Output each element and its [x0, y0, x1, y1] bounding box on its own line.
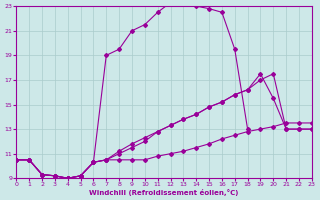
X-axis label: Windchill (Refroidissement éolien,°C): Windchill (Refroidissement éolien,°C) — [89, 189, 239, 196]
